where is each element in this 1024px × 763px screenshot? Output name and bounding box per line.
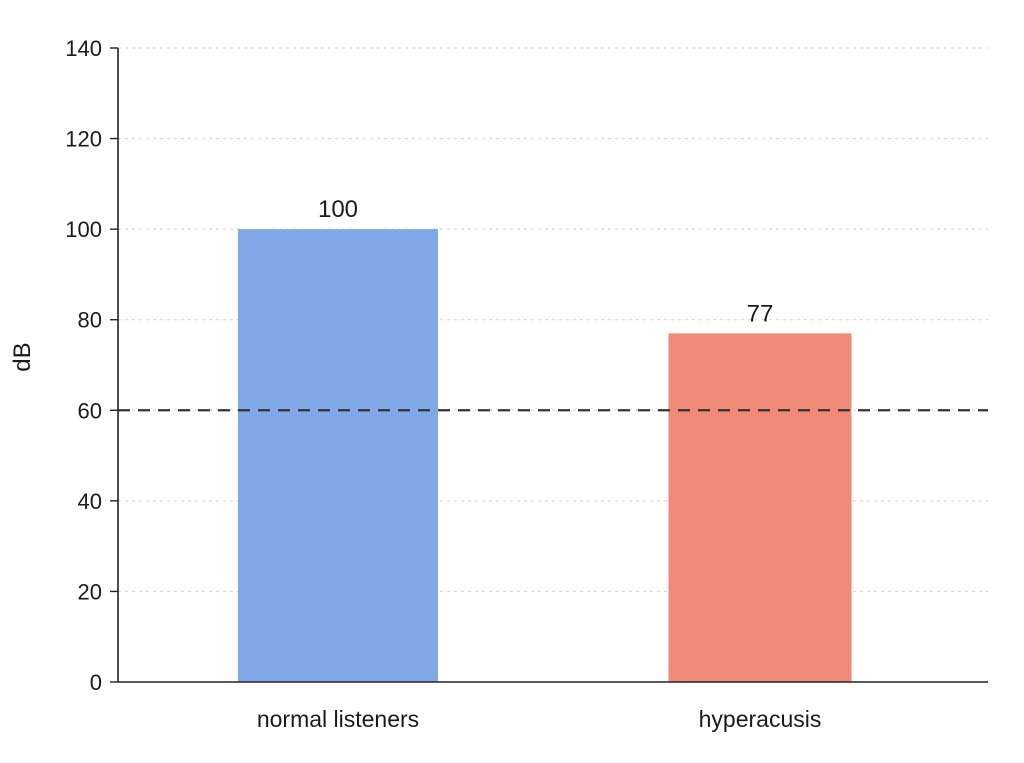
bars	[238, 229, 852, 682]
x-category-label: hyperacusis	[699, 706, 822, 732]
y-tick-label: 20	[78, 579, 102, 604]
bar-hyperacusis	[668, 333, 852, 682]
y-tick-label: 80	[78, 308, 102, 333]
y-tick-label: 120	[65, 127, 102, 152]
x-category-label: normal listeners	[257, 706, 419, 732]
y-tick-label: 60	[78, 398, 102, 423]
bar-value-label: 77	[747, 300, 774, 327]
y-tick-label: 100	[65, 217, 102, 242]
bar-value-label: 100	[318, 196, 358, 223]
y-tick-label: 140	[65, 36, 102, 61]
bar-normal-listeners	[238, 229, 438, 682]
y-tick-label: 0	[90, 670, 102, 695]
gridlines	[118, 47, 988, 592]
data-labels: 100 77	[318, 196, 773, 327]
y-tick-label: 40	[78, 489, 102, 514]
y-axis-title: dB	[9, 342, 36, 371]
y-ticks: 0 20 40 60 80 100 120 140	[65, 36, 118, 695]
x-category-labels: normal listeners hyperacusis	[257, 706, 822, 732]
axes	[117, 48, 988, 683]
